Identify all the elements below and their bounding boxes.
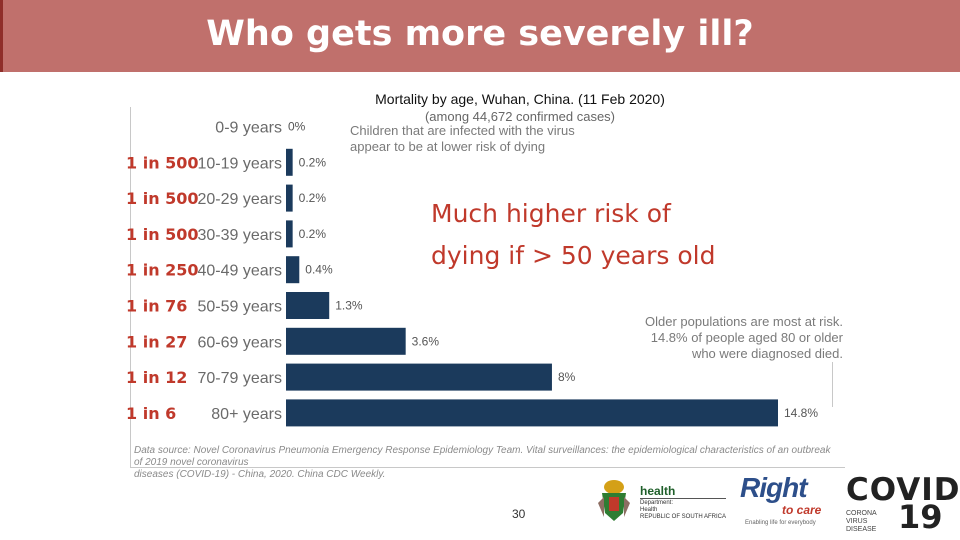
age-label-1: 10-19 years [198,155,283,172]
slide-title: Who gets more severely ill? [206,14,754,54]
bar-5 [286,292,330,319]
covid-logo-number: 19 [898,498,943,536]
title-bar: Who gets more severely ill? [0,0,960,72]
children-note-line-2: appear to be at lower risk of dying [350,139,546,154]
value-label-2: 0.2% [299,191,327,205]
health-sub-2: Health [640,507,658,513]
age-label-5: 50-59 years [198,299,283,316]
risk-callout: Much higher risk of dying if > 50 years … [431,193,715,277]
health-sub-3: REPUBLIC OF SOUTH AFRICA [640,514,727,520]
right-to-care-sub: to care [782,503,822,517]
health-logo-text: health [640,484,676,498]
coat-of-arms-icon [598,480,630,521]
chart-title: Mortality by age, Wuhan, China. (11 Feb … [375,91,665,107]
value-label-7: 8% [558,370,576,384]
bar-7 [286,363,552,391]
data-source: Data source: Novel Coronavirus Pneumonia… [134,445,834,481]
panel-bottom-border [130,467,845,468]
value-label-4: 0.4% [305,263,333,277]
age-label-3: 30-39 years [198,227,283,244]
risk-label-8: 1 in 6 [126,404,176,423]
value-label-0: 0% [288,120,306,134]
bar-6 [286,327,406,355]
age-label-2: 20-29 years [198,191,283,208]
title-accent [0,0,3,72]
children-note-line-1: Children that are infected with the viru… [350,123,575,138]
older-note: Older populations are most at risk. 14.8… [600,314,843,362]
older-note-line-3: who were diagnosed died. [691,346,843,361]
right-to-care-tagline: Enabling life for everybody [745,520,816,526]
age-label-0: 0-9 years [215,120,282,137]
panel-right-border [832,362,833,407]
bar-8 [286,399,778,427]
children-note: Children that are infected with the viru… [350,123,575,155]
risk-label-3: 1 in 500 [126,225,199,244]
risk-label-6: 1 in 27 [126,332,187,351]
value-label-1: 0.2% [299,155,327,169]
value-label-5: 1.3% [335,299,363,313]
risk-label-1: 1 in 500 [126,153,199,172]
health-logo-rule [640,498,726,499]
risk-callout-line-1: Much higher risk of [431,199,671,228]
risk-label-2: 1 in 500 [126,189,199,208]
health-logo-subtext: Department: Health REPUBLIC OF SOUTH AFR… [640,500,730,521]
bar-1 [286,148,293,176]
data-source-line-2: diseases (COVID-19) - China, 2020. China… [134,469,386,480]
risk-label-5: 1 in 76 [126,297,187,316]
panel-left-border [130,107,131,467]
right-to-care-logo: Right [740,472,808,503]
risk-callout-line-2: dying if > 50 years old [431,241,716,270]
value-label-3: 0.2% [299,227,327,241]
value-label-8: 14.8% [784,406,818,420]
bar-2 [286,184,293,212]
health-sub-1: Department: [640,500,674,506]
covid-logo-word: COVID [846,472,960,508]
covid-logo-subtext: CORONA VIRUS DISEASE [846,510,877,533]
bar-4 [286,256,300,284]
bar-3 [286,220,293,248]
age-label-8: 80+ years [211,406,282,423]
age-label-6: 60-69 years [198,334,283,351]
data-source-line-1: Data source: Novel Coronavirus Pneumonia… [134,445,831,468]
age-label-4: 40-49 years [198,263,283,280]
risk-label-4: 1 in 250 [126,261,199,280]
age-label-7: 70-79 years [198,370,283,387]
risk-label-7: 1 in 12 [126,368,187,387]
older-note-line-2: 14.8% of people aged 80 or older [650,330,843,345]
slide-number: 30 [512,507,526,521]
older-note-line-1: Older populations are most at risk. [645,314,843,329]
chart-subtitle: (among 44,672 confirmed cases) [424,109,616,124]
value-label-6: 3.6% [412,334,440,348]
